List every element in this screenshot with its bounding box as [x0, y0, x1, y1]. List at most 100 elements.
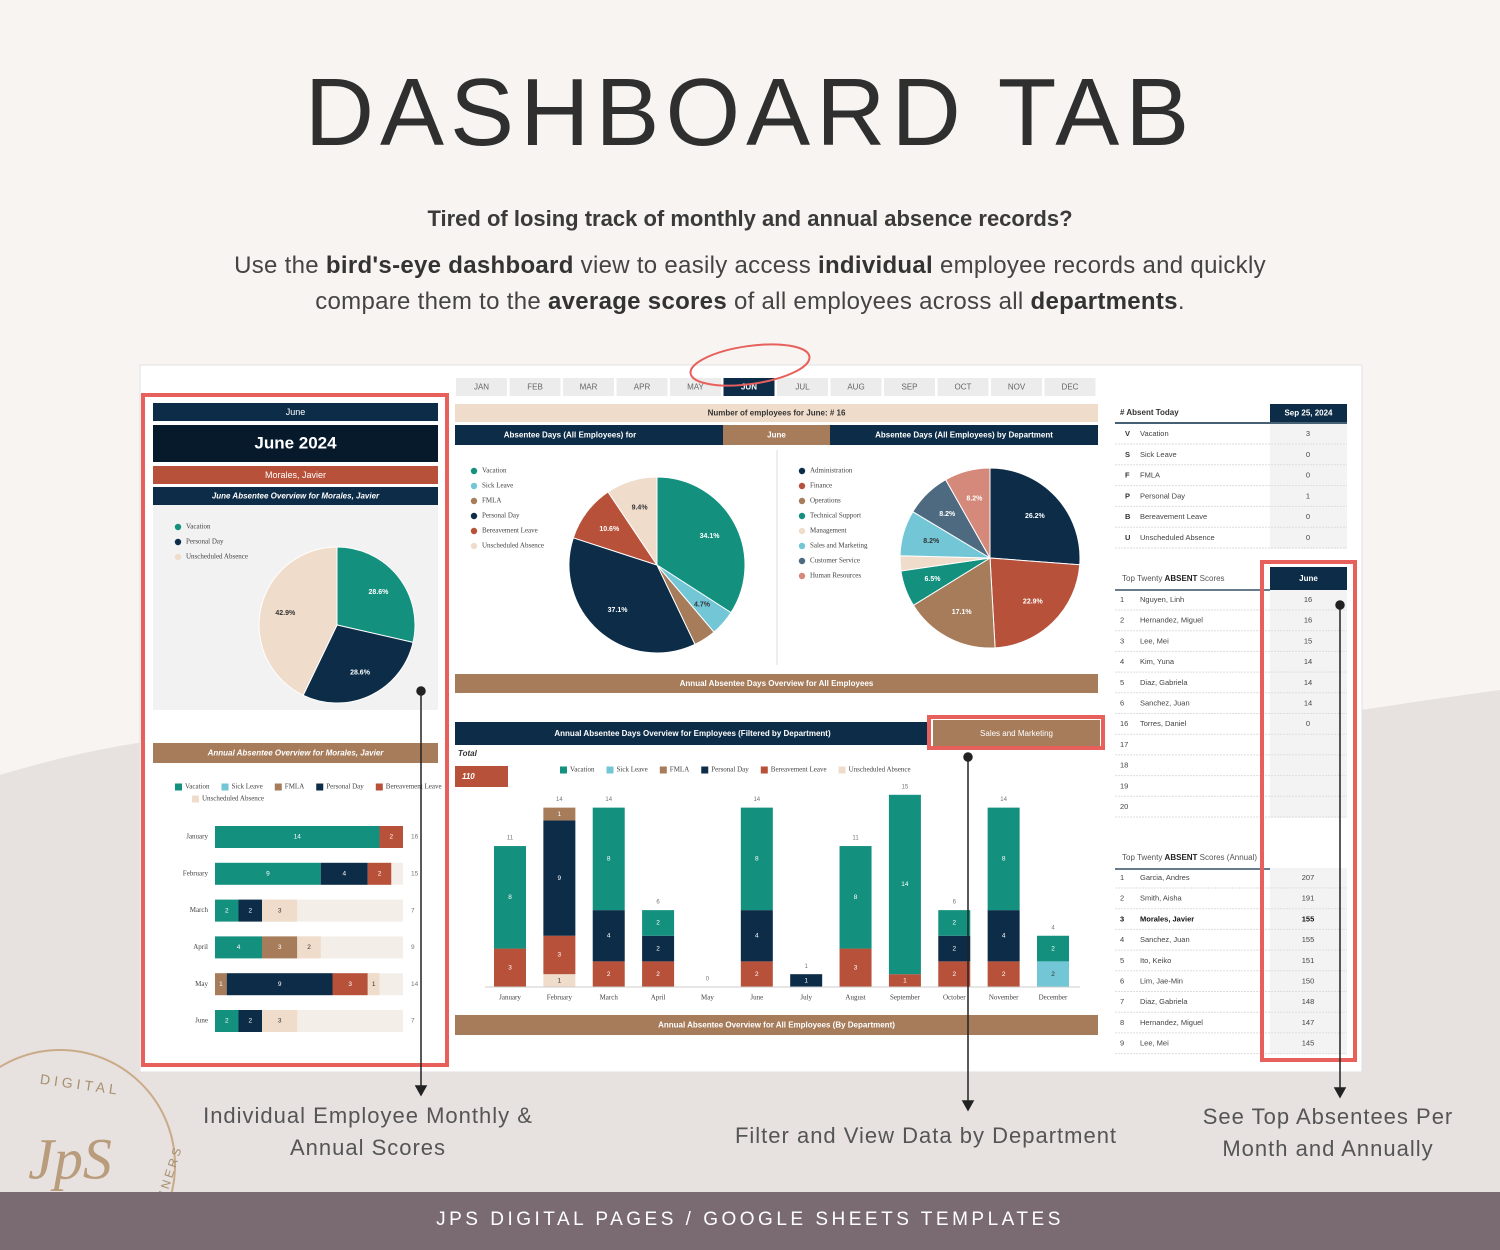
total-label: 14 — [1000, 797, 1007, 803]
table-cell — [1270, 652, 1347, 673]
month-tab[interactable] — [456, 378, 507, 396]
segment-label: 8 — [854, 894, 858, 901]
bar-segment — [215, 862, 321, 885]
row-value: 1 — [1306, 491, 1310, 500]
row-rank: 17 — [1120, 740, 1128, 749]
title-part: ABSENT — [1165, 574, 1198, 583]
header-text: June Absentee Overview for Morales, Javi… — [212, 492, 380, 501]
y-tick-label: June — [195, 1017, 208, 1025]
segment-label: 3 — [278, 944, 282, 951]
row-rank: 2 — [1120, 616, 1124, 625]
table-cell — [1270, 734, 1347, 756]
segment-label: 2 — [389, 834, 393, 841]
row-name: Lim, Jae-Min — [1140, 976, 1183, 985]
total-label: 9 — [411, 944, 415, 951]
row-code: F — [1125, 471, 1130, 480]
month-tab[interactable] — [616, 378, 668, 396]
table-cell — [1270, 693, 1347, 715]
bar-segment — [320, 862, 368, 885]
month-tab[interactable] — [991, 378, 1042, 396]
month-tab-label: NOV — [1008, 383, 1026, 392]
row-value: 155 — [1302, 914, 1315, 923]
legend-label: Vacation — [185, 783, 210, 791]
segment-label: 4 — [1002, 932, 1006, 939]
header-text: Morales, Javier — [265, 470, 326, 480]
header-bar — [1270, 567, 1347, 590]
legend-label: Bereavement Leave — [386, 783, 442, 791]
segment-label: 2 — [656, 920, 660, 927]
bar-segment — [494, 948, 526, 987]
row-label: Personal Day — [1140, 491, 1185, 500]
month-tab[interactable] — [830, 378, 882, 396]
month-tab[interactable] — [937, 378, 989, 396]
bar-segment — [1037, 961, 1069, 987]
legend-swatch — [375, 783, 383, 791]
row-code: B — [1125, 512, 1131, 521]
row-rank: 7 — [1120, 997, 1124, 1006]
total-value: 110 — [462, 772, 475, 781]
segment-label: 2 — [952, 945, 956, 952]
x-tick-label: April — [651, 994, 666, 1002]
row-rank: 1 — [1120, 595, 1124, 604]
row-name: Lee, Mei — [1140, 1039, 1169, 1048]
month-tab[interactable] — [670, 378, 721, 396]
segment-label: 1 — [219, 981, 223, 988]
segment-label: 3 — [278, 1018, 282, 1025]
row-value: 15 — [1304, 636, 1312, 645]
pointer-head — [414, 1085, 428, 1097]
table-cell — [1270, 1033, 1347, 1055]
highlight-box — [1260, 560, 1357, 1062]
total-label: 4 — [1051, 925, 1055, 931]
legend-label: FMLA — [285, 783, 304, 791]
row-value: 155 — [1302, 935, 1315, 944]
legend-label: Customer Service — [810, 557, 860, 565]
bar-segment — [839, 846, 872, 949]
bar-segment — [262, 1010, 298, 1032]
x-tick-label: May — [701, 994, 714, 1002]
month-tab[interactable] — [777, 378, 828, 396]
row-name: Sanchez, Juan — [1140, 698, 1190, 707]
bar-segment — [262, 899, 298, 922]
header-bar — [455, 404, 1098, 422]
header-bar — [1270, 404, 1347, 422]
segment-label: 3 — [854, 965, 858, 972]
month-tab-label: DEC — [1062, 383, 1079, 392]
month-tab-label: FEB — [527, 383, 543, 392]
legend-label: Sick Leave — [617, 766, 648, 774]
legend-swatch — [316, 783, 324, 791]
title-part: Top Twenty — [1122, 574, 1165, 583]
legend-swatch — [221, 783, 229, 791]
month-tab[interactable] — [884, 378, 935, 396]
month-tab[interactable] — [1044, 378, 1096, 396]
segment-label: 1 — [804, 977, 808, 984]
legend-swatch — [174, 538, 182, 546]
row-value: 0 — [1306, 533, 1310, 542]
title-part: Top Twenty — [1122, 853, 1165, 862]
bar-segment — [215, 899, 239, 922]
table-cell — [1270, 755, 1347, 777]
header-text: June 2024 — [254, 433, 337, 452]
bar-segment — [238, 1010, 262, 1032]
table-cell — [1270, 465, 1347, 487]
month-tab-label: JUN — [741, 383, 757, 392]
row-code: S — [1125, 450, 1130, 459]
pie-slice — [944, 467, 991, 560]
slice-label: 6.5% — [924, 576, 941, 583]
slice-label: 17.1% — [952, 609, 973, 616]
total-label: 7 — [411, 907, 415, 914]
legend-swatch — [838, 766, 846, 774]
legend-swatch — [174, 523, 182, 531]
table-cell — [1270, 909, 1347, 931]
month-tab[interactable] — [563, 378, 614, 396]
y-tick-label: March — [190, 906, 209, 914]
y-tick-label: May — [195, 980, 208, 988]
total-label: 1 — [805, 964, 809, 970]
month-tab[interactable] — [509, 378, 561, 396]
pie-slice — [336, 546, 416, 643]
row-rank: 1 — [1120, 873, 1124, 882]
title-part: ABSENT — [1165, 853, 1198, 862]
segment-label: 2 — [656, 945, 660, 952]
slice-label: 8.2% — [966, 496, 983, 503]
table-cell — [1270, 507, 1347, 528]
legend-swatch — [798, 482, 806, 490]
